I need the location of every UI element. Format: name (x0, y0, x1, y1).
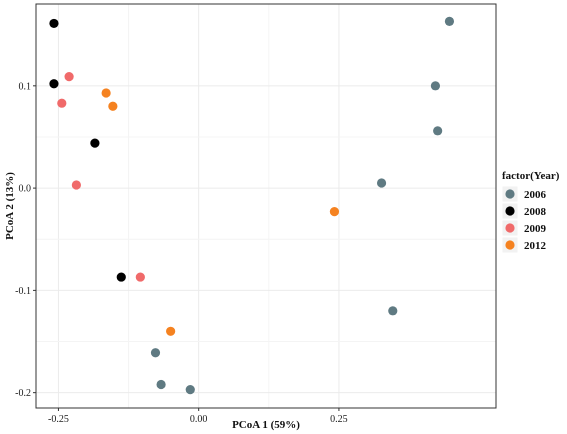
legend-marker-2006 (505, 189, 515, 199)
legend-marker-2012 (505, 240, 515, 250)
data-point-2009 (57, 98, 67, 108)
axis-ticks: -0.25 0.00 0.25 -0.2 -0.1 0.0 0.1 (15, 81, 348, 425)
legend-title: factor(Year) (502, 170, 560, 182)
data-point-2008 (49, 79, 59, 89)
legend-label-2008: 2008 (524, 206, 547, 218)
x-tick-label: -0.25 (48, 414, 69, 425)
data-point-2012 (108, 101, 118, 111)
legend-items: 2006 2008 2009 2012 (501, 185, 547, 254)
data-point-2012 (329, 207, 340, 217)
legend-label-2006: 2006 (524, 189, 547, 201)
data-point-2006 (185, 384, 195, 395)
x-axis-title: PCoA 1 (59%) (232, 419, 300, 431)
data-point-2012 (101, 88, 111, 98)
plot-panel-border (35, 3, 497, 409)
data-point-2012 (166, 326, 176, 336)
y-axis-title: PCoA 2 (13%) (4, 172, 16, 240)
legend: factor(Year) 2006 2008 2009 2012 (501, 170, 560, 254)
y-tick-label: -0.2 (15, 388, 31, 399)
data-point-2006 (430, 81, 441, 91)
y-tick-label: 0.1 (19, 81, 32, 92)
grid-lines (36, 4, 496, 408)
data-point-2009 (64, 72, 74, 82)
data-points (49, 16, 455, 395)
data-point-2006 (156, 379, 166, 390)
legend-label-2009: 2009 (524, 223, 547, 235)
x-tick-label: 0.25 (330, 414, 348, 425)
y-tick-label: -0.1 (15, 286, 31, 297)
legend-marker-2009 (505, 223, 515, 233)
data-point-2006 (444, 16, 455, 26)
data-point-2006 (388, 306, 398, 316)
data-point-2008 (90, 138, 100, 148)
x-tick-label: 0.00 (190, 414, 208, 425)
data-point-2006 (433, 126, 443, 136)
legend-marker-2008 (505, 206, 515, 216)
data-point-2009 (135, 272, 145, 282)
data-point-2008 (116, 272, 126, 282)
legend-label-2012: 2012 (524, 240, 547, 252)
data-point-2006 (150, 348, 161, 358)
data-point-2008 (49, 18, 59, 29)
y-tick-label: 0.0 (19, 184, 32, 195)
data-point-2006 (376, 178, 387, 188)
data-point-2009 (71, 180, 81, 190)
